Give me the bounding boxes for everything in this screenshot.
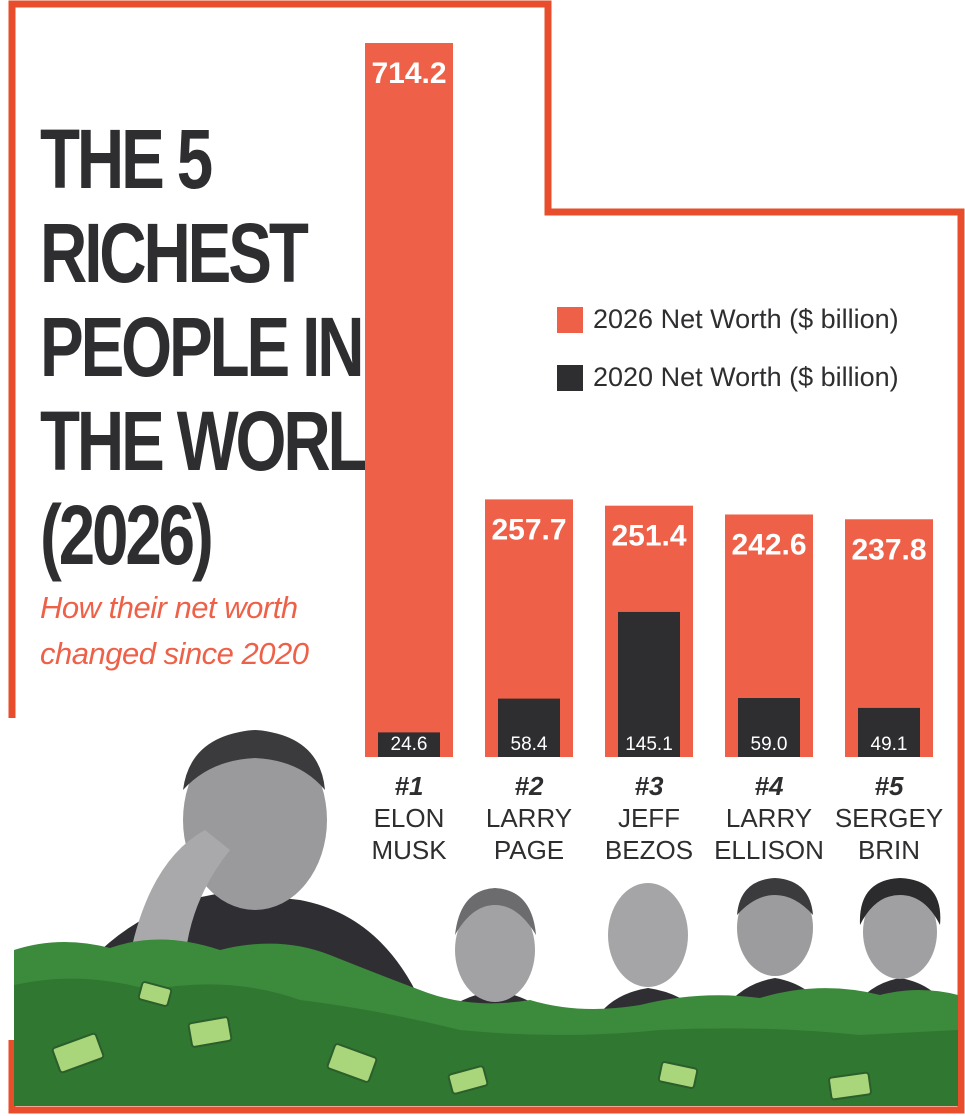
rank-number: #3	[634, 771, 664, 801]
person-name: SERGEY BRIN	[834, 803, 944, 865]
title-line: (2026)	[40, 488, 214, 582]
cash-bills	[51, 981, 872, 1101]
category-label: #2 LARRY PAGE	[469, 770, 589, 866]
bar-2020	[858, 707, 920, 757]
bar-2026	[365, 43, 453, 757]
value-label-2020: 145.1	[625, 734, 673, 755]
value-label-2026: 251.4	[611, 520, 686, 553]
legend-item-2020: 2020 Net Worth ($ billion)	[557, 362, 899, 393]
title-line: THE 5	[40, 112, 213, 206]
bar-2020	[618, 611, 680, 757]
value-label-2020: 49.1	[871, 734, 908, 755]
legend-label-2020: 2020 Net Worth ($ billion)	[593, 362, 899, 392]
legend-item-2026: 2026 Net Worth ($ billion)	[557, 304, 899, 335]
value-label-2026: 257.7	[491, 513, 566, 546]
rank-number: #1	[394, 771, 424, 801]
title-line: RICHEST	[40, 206, 309, 300]
category-label: #5 SERGEY BRIN	[829, 770, 949, 866]
category-label: #4 LARRY ELLISON	[709, 770, 829, 866]
value-label-2026: 237.8	[851, 533, 926, 566]
person-name: LARRY PAGE	[485, 803, 573, 865]
rank-number: #5	[874, 771, 904, 801]
rank-number: #2	[514, 771, 544, 801]
person-name: LARRY ELLISON	[714, 803, 824, 865]
category-label: #1 ELON MUSK	[349, 770, 469, 866]
person-name: JEFF BEZOS	[604, 803, 694, 865]
chart-subtitle: How their net worth changed since 2020	[40, 590, 309, 671]
rank-number: #4	[754, 771, 784, 801]
legend-swatch-2020	[557, 364, 583, 391]
bar-2020	[378, 732, 440, 757]
bar-2020	[738, 698, 800, 757]
category-label: #3 JEFF BEZOS	[589, 770, 709, 866]
bar-2020	[498, 698, 560, 757]
value-label-2026: 242.6	[731, 528, 806, 561]
value-label-2020: 59.0	[751, 734, 788, 755]
value-label-2020: 58.4	[511, 734, 548, 755]
legend-label-2026: 2026 Net Worth ($ billion)	[593, 304, 899, 334]
legend-swatch-2026	[557, 306, 583, 333]
value-label-2026: 714.2	[371, 57, 446, 90]
person-name: ELON MUSK	[371, 803, 447, 865]
value-label-2020: 24.6	[391, 734, 428, 755]
